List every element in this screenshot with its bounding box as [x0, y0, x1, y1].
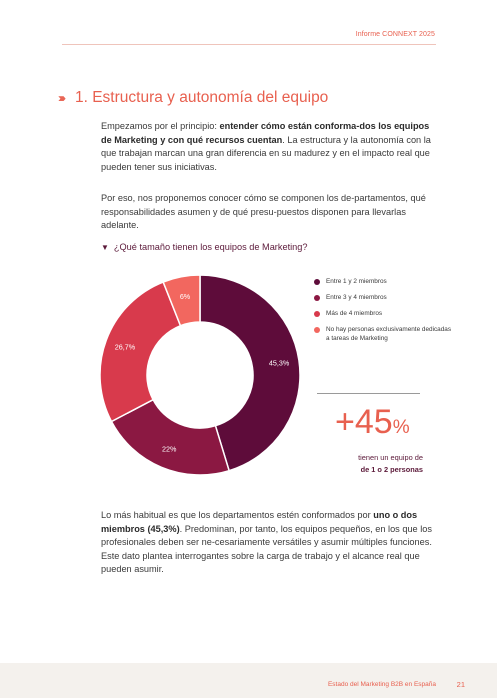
intro-rest: . La estructura y la autonomía con la qu…: [101, 134, 431, 172]
conclusion-lead: Lo más habitual es que los departamentos…: [101, 510, 374, 520]
slice-label: 26,7%: [115, 343, 136, 352]
highlight-unit: %: [392, 417, 410, 438]
header-divider: [62, 44, 436, 45]
legend-item: Entre 1 y 2 miembros: [314, 277, 454, 286]
conclusion-paragraph: Lo más habitual es que los departamentos…: [101, 509, 437, 577]
legend-swatch: [314, 326, 320, 333]
highlight-value: +45%: [335, 402, 410, 448]
page-number: 21: [456, 680, 465, 689]
legend-label: Entre 1 y 2 miembros: [326, 278, 387, 285]
chevron-right-icon: ›››››: [58, 91, 66, 105]
second-paragraph: Por eso, nos proponemos conocer cómo se …: [101, 193, 426, 230]
legend-label: No hay personas exclusivamente dedicadas…: [326, 326, 452, 342]
conclusion-rest: . Predominan, por tanto, los equipos peq…: [101, 523, 432, 575]
legend-swatch: [314, 310, 320, 317]
chart-question-text: ¿Qué tamaño tienen los equipos de Market…: [113, 242, 308, 252]
triangle-down-icon: ▼: [101, 242, 109, 252]
page-footer: Estado del Marketing B2B en España 21: [0, 663, 497, 698]
slice-label: 6%: [180, 292, 191, 301]
donut-chart: 45,3% 22% 26,7% 6%: [99, 274, 301, 476]
conclusion-bold: uno o dos miembros (45,3%): [101, 510, 418, 534]
footer-title: Estado del Marketing B2B en España: [327, 681, 436, 688]
slice-label: 45,3%: [269, 359, 290, 368]
donut-slice: [162, 274, 201, 327]
legend-swatch: [314, 278, 320, 285]
highlight-line2: de 1 o 2 personas: [360, 465, 423, 474]
legend-item: Entre 3 y 4 miembros: [314, 293, 454, 302]
donut-slice: [99, 281, 182, 423]
intro-paragraph: Empezamos por el principio: entender cóm…: [101, 120, 437, 174]
highlight-number: +45: [335, 403, 393, 441]
highlight-caption: tienen un equipo de de 1 o 2 personas: [320, 452, 423, 476]
highlight-line1: tienen un equipo de: [358, 453, 423, 462]
report-header: Informe CONNEXT 2025: [355, 31, 435, 38]
legend-label: Entre 3 y 4 miembros: [326, 294, 387, 301]
legend-swatch: [314, 294, 320, 301]
section-title: 1. Estructura y autonomía del equipo: [74, 89, 329, 106]
intro-bold: entender cómo están conforma-dos los equ…: [101, 121, 430, 145]
intro-lead: Empezamos por el principio:: [101, 121, 220, 131]
slice-label: 22%: [162, 444, 177, 453]
donut-slice: [199, 274, 301, 472]
legend-item: No hay personas exclusivamente dedicadas…: [314, 325, 454, 343]
chart-legend: Entre 1 y 2 miembros Entre 3 y 4 miembros…: [314, 277, 454, 350]
section-heading: ››››› 1. Estructura y autonomía del equi…: [58, 89, 328, 107]
legend-label: Más de 4 miembros: [326, 310, 383, 317]
legend-item: Más de 4 miembros: [314, 309, 454, 318]
stat-divider: [317, 393, 420, 394]
chart-question: ▼ ¿Qué tamaño tienen los equipos de Mark…: [101, 242, 308, 252]
